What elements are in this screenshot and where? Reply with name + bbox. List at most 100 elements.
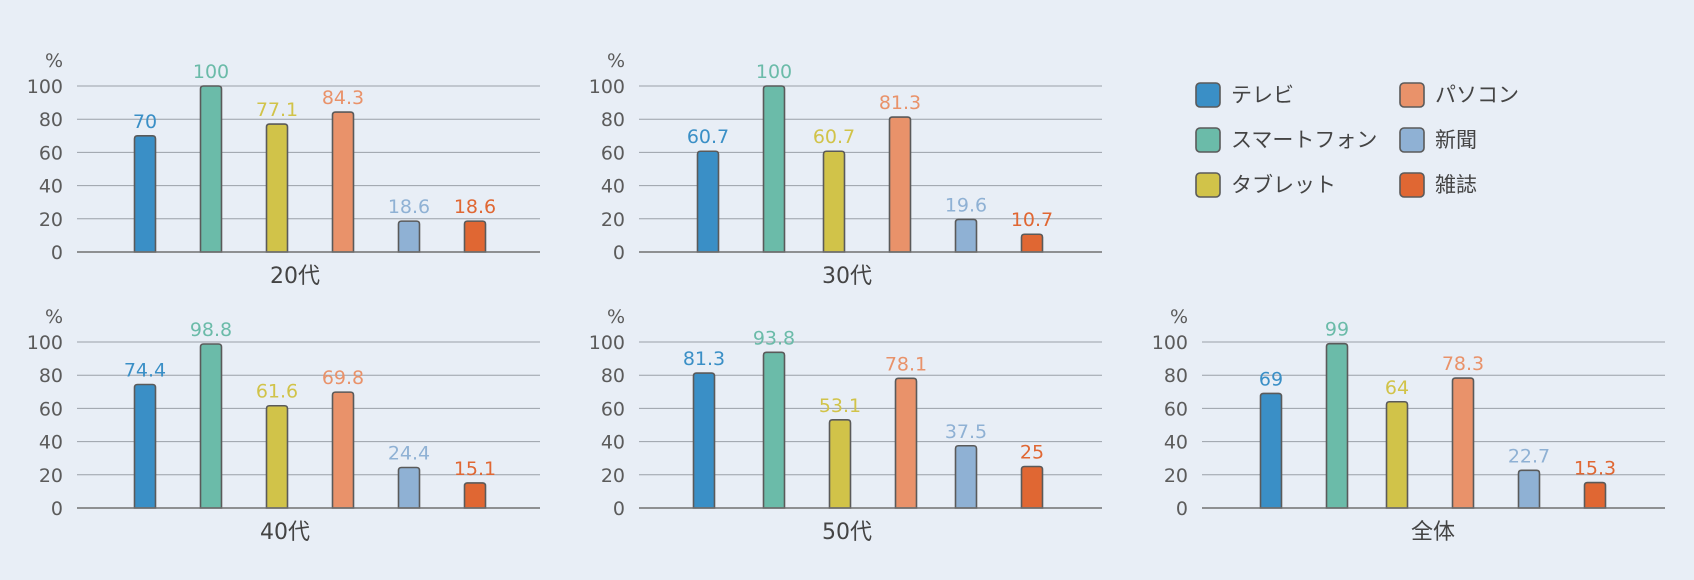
bar xyxy=(828,419,852,509)
legend-item: 雑誌 xyxy=(1399,172,1477,198)
y-tick-label: 40 xyxy=(1164,432,1188,454)
y-tick-label: 40 xyxy=(601,432,625,454)
bar xyxy=(696,150,720,253)
y-tick-label: 60 xyxy=(1164,398,1188,420)
bar xyxy=(894,377,918,509)
bar xyxy=(1385,400,1409,509)
y-tick-label: 60 xyxy=(601,142,625,164)
data-label: 69 xyxy=(1259,368,1283,390)
bar xyxy=(133,135,157,253)
bar-chart-panel: 0 20 40 60 80 100% 74.4 98.8 61.6 69.8 24.4 15.1 40代 xyxy=(27,306,540,545)
bar xyxy=(888,116,912,253)
legend-label: パソコン xyxy=(1435,83,1519,107)
legend-item: 新聞 xyxy=(1399,127,1477,153)
y-tick-label: 20 xyxy=(601,209,625,231)
y-tick-label: 100 xyxy=(589,76,625,98)
data-label: 74.4 xyxy=(124,359,166,381)
legend-label: 雑誌 xyxy=(1435,173,1477,197)
legend-swatch xyxy=(1195,172,1221,198)
y-tick-label: 80 xyxy=(39,365,63,387)
y-tick-label: 40 xyxy=(601,176,625,198)
data-label: 81.3 xyxy=(683,348,725,370)
data-label: 77.1 xyxy=(256,99,298,121)
data-label: 10.7 xyxy=(1011,209,1053,231)
bar xyxy=(822,150,846,253)
bar xyxy=(199,85,223,253)
bar xyxy=(954,444,978,509)
data-label: 64 xyxy=(1385,377,1409,399)
data-label: 99 xyxy=(1325,319,1349,341)
y-tick-label: 100 xyxy=(589,332,625,354)
data-label: 78.1 xyxy=(885,353,927,375)
y-tick-label: 0 xyxy=(613,242,625,264)
y-unit-label: % xyxy=(45,50,63,72)
legend-swatch xyxy=(1399,172,1425,198)
y-tick-label: 60 xyxy=(601,398,625,420)
bar xyxy=(463,220,487,253)
data-label: 18.6 xyxy=(388,196,430,218)
legend-swatch xyxy=(1399,82,1425,108)
panel-title: 40代 xyxy=(260,520,310,545)
data-label: 84.3 xyxy=(322,87,364,109)
data-label: 37.5 xyxy=(945,421,987,443)
data-label: 100 xyxy=(193,61,229,83)
bar xyxy=(1259,392,1283,509)
y-tick-label: 100 xyxy=(27,76,63,98)
panel-title: 30代 xyxy=(822,264,872,289)
legend-swatch xyxy=(1195,82,1221,108)
bar xyxy=(1020,465,1044,509)
bar xyxy=(954,218,978,253)
y-tick-label: 80 xyxy=(601,365,625,387)
y-unit-label: % xyxy=(607,50,625,72)
y-unit-label: % xyxy=(1170,306,1188,328)
bar-chart-panel: 0 20 40 60 80 100% 69 99 64 78.3 22.7 15.3 全体 xyxy=(1152,306,1665,545)
bar xyxy=(265,404,289,509)
y-tick-label: 0 xyxy=(51,498,63,520)
data-label: 70 xyxy=(133,111,157,133)
y-unit-label: % xyxy=(607,306,625,328)
data-label: 25 xyxy=(1020,442,1044,464)
y-tick-label: 20 xyxy=(1164,465,1188,487)
legend-item: テレビ xyxy=(1195,82,1294,108)
y-tick-label: 20 xyxy=(601,465,625,487)
bar xyxy=(397,466,421,509)
y-tick-label: 0 xyxy=(613,498,625,520)
y-tick-label: 60 xyxy=(39,142,63,164)
legend-label: 新聞 xyxy=(1435,128,1477,152)
legend-swatch xyxy=(1195,127,1221,153)
data-label: 93.8 xyxy=(753,327,795,349)
bar xyxy=(463,482,487,509)
panel-title: 50代 xyxy=(822,520,872,545)
bar xyxy=(1451,377,1475,509)
y-tick-label: 20 xyxy=(39,465,63,487)
bar-chart-panel: 0 20 40 60 80 100% 60.7 100 60.7 81.3 19.6 10.7 30代 xyxy=(589,50,1102,289)
legend-swatch xyxy=(1399,127,1425,153)
bar-chart-panel: 0 20 40 60 80 100% 81.3 93.8 53.1 78.1 37.5 25 50代 xyxy=(589,306,1102,545)
legend-label: テレビ xyxy=(1231,83,1294,107)
y-tick-label: 0 xyxy=(1176,498,1188,520)
y-tick-label: 100 xyxy=(27,332,63,354)
y-tick-label: 80 xyxy=(601,109,625,131)
bar xyxy=(397,220,421,253)
y-tick-label: 0 xyxy=(51,242,63,264)
y-tick-label: 60 xyxy=(39,398,63,420)
bar xyxy=(133,383,157,509)
y-tick-label: 20 xyxy=(39,209,63,231)
y-tick-label: 80 xyxy=(1164,365,1188,387)
data-label: 100 xyxy=(756,61,792,83)
bar xyxy=(331,111,355,253)
legend-item: スマートフォン xyxy=(1195,127,1377,153)
bar xyxy=(762,351,786,509)
data-label: 19.6 xyxy=(945,194,987,216)
bar xyxy=(1583,481,1607,509)
data-label: 81.3 xyxy=(879,92,921,114)
y-tick-label: 80 xyxy=(39,109,63,131)
panel-title: 20代 xyxy=(270,264,320,289)
bar xyxy=(265,123,289,253)
y-tick-label: 100 xyxy=(1152,332,1188,354)
bar xyxy=(762,85,786,253)
data-label: 60.7 xyxy=(687,126,729,148)
